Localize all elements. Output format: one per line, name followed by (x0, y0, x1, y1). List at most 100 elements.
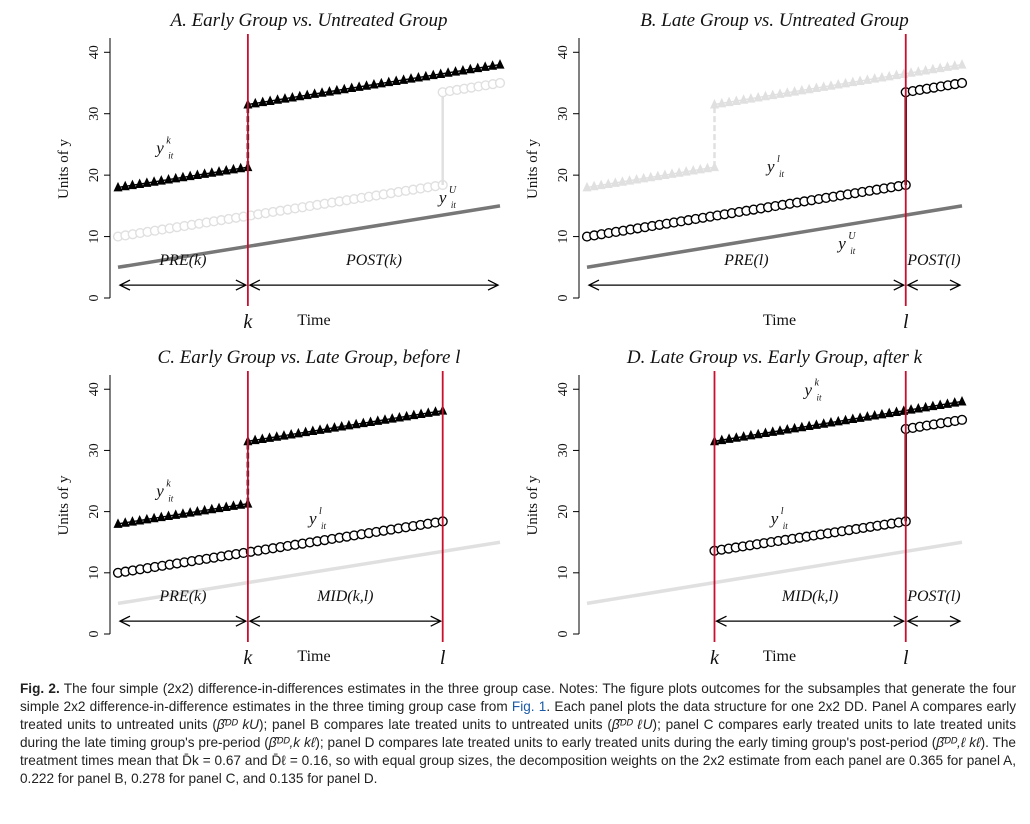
triangle-marker (739, 94, 749, 104)
series-label-superscript: l (777, 154, 780, 165)
triangle-marker (768, 426, 778, 436)
triangle-marker (884, 70, 894, 81)
y-tick-label: 10 (556, 566, 571, 580)
triangle-marker (250, 434, 260, 445)
series-label-subscript: it (850, 246, 856, 256)
triangle-marker (344, 419, 354, 430)
triangle-marker (746, 93, 756, 103)
y-tick-label: 0 (87, 631, 102, 638)
x-axis-title: Time (763, 648, 796, 665)
triangle-marker (228, 500, 238, 510)
triangle-marker (646, 171, 656, 182)
caption-figure-link[interactable]: Fig. 1 (511, 699, 547, 714)
series-label-main: y (154, 139, 164, 158)
triangle-marker (399, 74, 409, 84)
triangle-marker (324, 86, 334, 96)
triangle-marker (782, 424, 792, 434)
arrowhead-right (430, 615, 443, 627)
triangle-marker (710, 99, 719, 109)
series-label-subscript: it (817, 392, 823, 402)
triangle-marker (465, 63, 475, 74)
triangle-marker (674, 167, 684, 177)
triangle-marker (826, 80, 836, 90)
triangle-marker (322, 423, 332, 433)
triangle-marker (236, 499, 246, 509)
triangle-marker (950, 60, 960, 70)
series-early (113, 59, 505, 192)
arrowhead-left (118, 279, 131, 291)
y-tick-label: 0 (556, 631, 571, 638)
triangle-marker (127, 516, 137, 526)
triangle-marker (921, 401, 931, 412)
arrowhead-right (893, 615, 906, 627)
triangle-marker (753, 91, 763, 102)
triangle-marker (582, 181, 592, 192)
triangle-marker (653, 170, 663, 181)
triangle-marker (797, 421, 807, 432)
y-axis-title: Units of y (525, 139, 541, 200)
caption-text-2: . Each panel plots the data structure fo… (20, 699, 1017, 732)
series-early (710, 395, 967, 446)
period-arrow: POST(k) (248, 252, 500, 291)
triangle-marker (127, 179, 137, 190)
triangle-marker (394, 411, 404, 422)
series-label-superscript: l (319, 506, 322, 517)
series-label-main: y (307, 509, 317, 528)
treatment-time-label: k (710, 647, 720, 669)
y-tick-label: 20 (87, 505, 102, 519)
triangle-marker (906, 67, 916, 77)
triangle-marker (286, 428, 296, 439)
triangle-marker (120, 180, 130, 191)
triangle-marker (265, 95, 275, 105)
panel-d: D. Late Group vs. Early Group, after k 0 1… (525, 347, 968, 669)
triangle-marker (279, 430, 289, 440)
arrowhead-left (906, 615, 919, 627)
triangle-marker (753, 428, 763, 439)
triangle-marker (596, 179, 606, 190)
arrowhead-left (906, 279, 919, 291)
triangle-marker (135, 514, 145, 525)
x-axis-title: Time (763, 312, 796, 329)
caption-text-4: ); panel C compares early treated units … (20, 717, 1016, 750)
triangle-marker (273, 94, 283, 104)
series-label-early: y k it (803, 377, 823, 402)
series-label-untreated: y Uit (836, 231, 856, 256)
triangle-marker (473, 62, 483, 73)
y-tick-label: 40 (87, 45, 102, 59)
triangle-marker (848, 413, 858, 424)
series-label-late: y l it (769, 506, 789, 531)
triangle-marker (302, 89, 312, 100)
triangle-marker (913, 66, 923, 76)
triangle-marker (589, 180, 599, 191)
arrowhead-right (893, 279, 906, 291)
triangle-marker (935, 62, 945, 73)
triangle-marker (819, 418, 829, 428)
period-arrow: PRE(k) (118, 252, 248, 291)
triangle-marker (811, 419, 821, 429)
x-axis-title: Time (297, 648, 330, 665)
treatment-time-label: k (243, 647, 253, 669)
triangle-marker (950, 397, 960, 407)
caption-estimator-b: β̂ᴰᴰ ℓU (611, 717, 653, 732)
triangle-marker (695, 163, 705, 174)
triangle-marker (833, 415, 843, 426)
triangle-marker (884, 407, 894, 418)
triangle-marker (406, 73, 416, 83)
series-untreated-faded (117, 540, 501, 606)
triangle-marker (775, 425, 785, 435)
triangle-marker (171, 172, 181, 183)
series-label-superscript: k (166, 136, 171, 147)
y-tick-label: 30 (556, 443, 571, 457)
triangle-marker (681, 166, 691, 176)
triangle-marker (957, 395, 967, 406)
triangle-marker (369, 79, 379, 89)
figure-caption: Fig. 2. The four simple (2x2) difference… (20, 680, 1016, 788)
y-tick-label: 20 (87, 168, 102, 182)
triangle-marker (877, 71, 887, 82)
y-tick-label: 0 (87, 295, 102, 302)
triangle-marker (841, 77, 851, 88)
triangle-marker (702, 162, 712, 173)
series-late (581, 77, 968, 242)
triangle-marker (928, 400, 938, 411)
series-label-main: y (836, 234, 846, 253)
